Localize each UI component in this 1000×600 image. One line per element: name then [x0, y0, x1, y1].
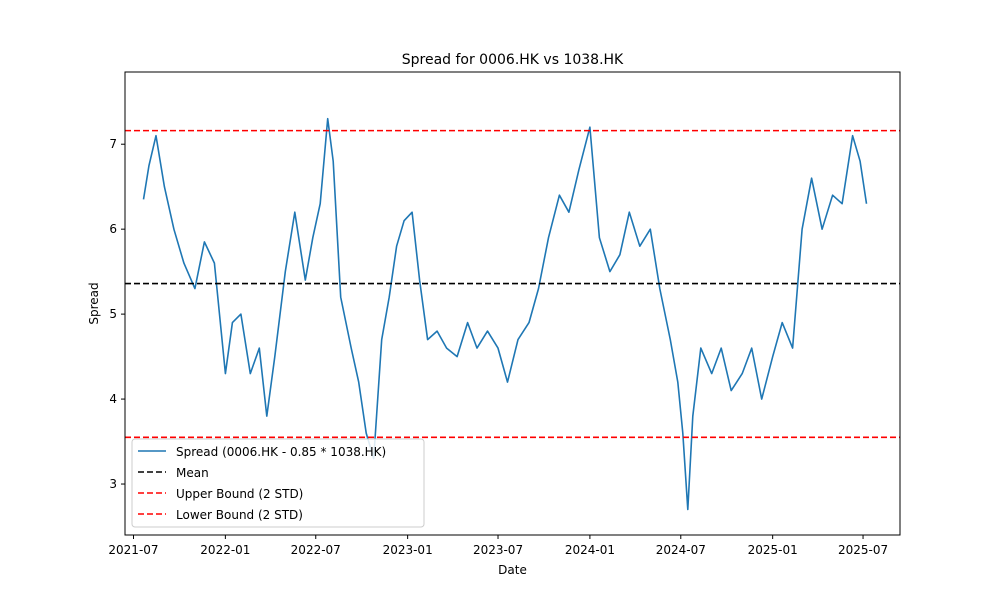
x-axis: 2021-07 2022-01 2022-07 2023-01 2023-07 2024-…: [108, 535, 888, 557]
y-tick-label-1: 4: [109, 392, 117, 406]
x-tick-label-8: 2025-07: [838, 543, 888, 557]
y-axis: 3 4 5 6 7: [109, 137, 125, 491]
legend-label-0: Spread (0006.HK - 0.85 * 1038.HK): [176, 445, 386, 459]
chart-title: Spread for 0006.HK vs 1038.HK: [402, 52, 624, 68]
plot-area: [124, 71, 901, 536]
legend-label-3: Lower Bound (2 STD): [176, 508, 303, 522]
x-tick-label-4: 2023-07: [473, 543, 523, 557]
x-tick-label-1: 2022-01: [200, 543, 250, 557]
series-layer: [125, 117, 900, 511]
x-tick-label-7: 2025-01: [748, 543, 798, 557]
spread-line: [142, 117, 868, 511]
y-tick-label-3: 6: [109, 222, 117, 236]
y-tick-label-4: 7: [109, 137, 117, 151]
y-tick-label-2: 5: [109, 307, 117, 321]
x-tick-label-2: 2022-07: [291, 543, 341, 557]
x-tick-label-6: 2024-07: [656, 543, 706, 557]
y-tick-label-0: 3: [109, 477, 117, 491]
legend: Spread (0006.HK - 0.85 * 1038.HK) Mean Upp…: [131, 438, 425, 528]
x-axis-label: Date: [498, 563, 527, 577]
x-tick-label-0: 2021-07: [108, 543, 158, 557]
x-tick-label-3: 2023-01: [383, 543, 433, 557]
x-tick-label-5: 2024-01: [565, 543, 615, 557]
legend-box: [131, 438, 425, 528]
legend-label-1: Mean: [176, 466, 209, 480]
legend-label-2: Upper Bound (2 STD): [176, 487, 303, 501]
y-axis-label: Spread: [87, 282, 101, 324]
